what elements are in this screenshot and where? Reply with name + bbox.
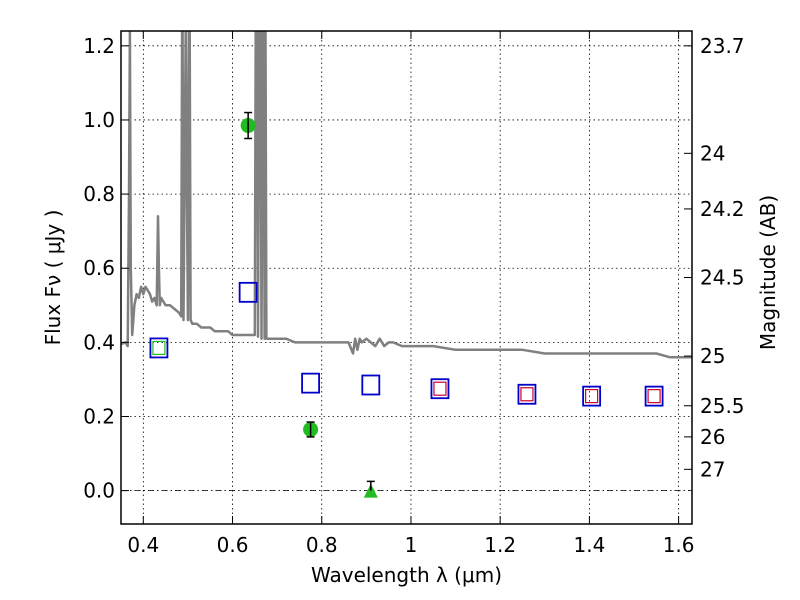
model-filter-box <box>585 389 599 404</box>
model-filter-box <box>647 389 661 404</box>
x-tick-label: 0.8 <box>306 533 338 557</box>
mag-tick-label: 26 <box>700 425 725 449</box>
mag-tick-label: 24 <box>700 141 725 165</box>
label-layer: 0.4 0.6 0.8 1 1.2 1.4 1.6 0.0 0.2 0.4 0.6 0.8 1.0 1.2… <box>83 34 744 557</box>
model-filter-box <box>433 381 447 396</box>
marker-layer <box>149 111 664 498</box>
y-tick-label: 0.2 <box>83 405 115 429</box>
x-tick-label: 1.6 <box>663 533 695 557</box>
model-flux-box <box>582 385 602 407</box>
mag-tick-label: 25 <box>700 344 725 368</box>
model-flux-box <box>149 337 169 359</box>
x-tick-label: 1.4 <box>573 533 605 557</box>
x-tick-label: 1 <box>405 533 418 557</box>
model-flux-box <box>430 378 450 400</box>
y-axis-label: Flux Fν ( μJy ) <box>41 210 65 346</box>
y2-axis-label: Magnitude (AB) <box>756 195 780 350</box>
model-filter-box <box>520 387 534 402</box>
x-tick-label: 0.6 <box>217 533 249 557</box>
spectrum-layer <box>121 31 692 359</box>
model-flux-box <box>301 372 320 394</box>
y-tick-label: 1.2 <box>83 34 115 58</box>
mag-tick-label: 24.2 <box>700 197 745 221</box>
model-filter-box <box>152 340 166 356</box>
mag-tick-label: 23.7 <box>700 34 745 58</box>
y-tick-label: 0.0 <box>83 479 115 503</box>
y-tick-label: 1.0 <box>83 108 115 132</box>
mag-tick-label: 27 <box>700 457 725 481</box>
x-axis-label: Wavelength λ (μm) <box>311 563 502 587</box>
model-flux-box <box>238 281 258 303</box>
plot-frame <box>120 30 693 525</box>
tick-layer <box>121 31 692 524</box>
x-tick-label: 1.2 <box>484 533 516 557</box>
y-tick-label: 0.8 <box>83 182 115 206</box>
y-tick-label: 0.4 <box>83 330 115 354</box>
template-spectrum-line <box>121 31 692 359</box>
grid-layer <box>121 31 692 524</box>
mag-tick-label: 25.5 <box>700 394 745 418</box>
model-flux-box <box>361 374 381 396</box>
model-flux-box <box>644 385 664 407</box>
model-flux-box <box>517 383 537 405</box>
y-tick-label: 0.6 <box>83 256 115 280</box>
mag-tick-label: 24.5 <box>700 266 745 290</box>
x-tick-label: 0.4 <box>127 533 159 557</box>
